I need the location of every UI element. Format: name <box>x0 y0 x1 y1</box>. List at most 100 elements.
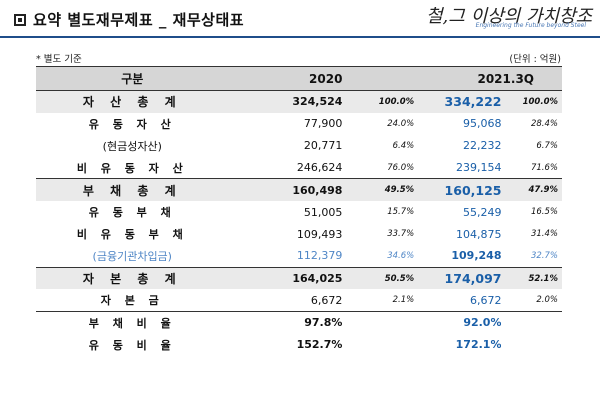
pct-2020-empty <box>342 334 415 356</box>
value-2021q3: 55,249 <box>462 205 502 219</box>
row-label: 비 유 동 자 산 <box>36 156 229 180</box>
gap <box>415 223 441 245</box>
pct-2020: 100.0% <box>342 90 416 113</box>
value-2021q3: 172.1% <box>455 338 502 352</box>
pct-2021q3: 32.7% <box>501 245 562 268</box>
row-label: 유 동 자 산 <box>88 117 176 131</box>
pct-2020: 15.7% <box>387 207 415 218</box>
header-gap <box>415 66 442 91</box>
pct-2020: 34.6% <box>342 245 416 268</box>
row-label: 자 본 금 <box>36 289 229 312</box>
page-header: 요약 별도재무제표 _ 재무상태표 철,그 이상의 가치창조 Engineeri… <box>0 0 600 34</box>
gap <box>415 156 442 180</box>
header-spacer <box>342 66 416 91</box>
gap <box>415 113 441 135</box>
value-2021q3: 92.0% <box>463 316 502 330</box>
basis-note: * 별도 기준 <box>36 54 82 65</box>
value-2020: 152.7% <box>296 338 343 352</box>
table-row: 유 동 자 산 77,900 24.0% 95,068 28.4% <box>36 113 562 135</box>
table-row: (금융기관차입금) 112,379 34.6% 109,248 32.7% <box>36 245 562 268</box>
row-label: 유 동 비 율 <box>88 338 176 352</box>
gap <box>415 245 442 268</box>
value-2021q3: 160,125 <box>441 178 502 201</box>
square-bullet-icon <box>14 13 26 26</box>
gap <box>415 90 442 113</box>
gap <box>415 201 441 223</box>
logo-subtitle: Engineering the Future beyond Steel <box>475 22 586 29</box>
gap <box>415 135 441 157</box>
pct-2021q3: 2.0% <box>501 289 562 312</box>
value-2020: 160,498 <box>228 178 343 201</box>
value-2021q3: 334,222 <box>441 90 502 113</box>
row-label: 부 채 총 계 <box>36 178 229 201</box>
pct-2020: 33.7% <box>387 229 415 240</box>
pct-2020: 76.0% <box>342 156 416 180</box>
pct-2020: 6.4% <box>392 140 415 151</box>
header-2021q3: 2021.3Q <box>441 66 562 91</box>
header-divider <box>0 36 600 38</box>
pct-2020: 49.5% <box>342 178 416 201</box>
pct-2020: 24.0% <box>387 118 415 129</box>
value-2021q3: 6,672 <box>441 289 502 312</box>
table-row: 비 유 동 자 산 246,624 76.0% 239,154 71.6% <box>36 156 562 180</box>
table-row: 부 채 비 율 97.8% 92.0% <box>36 311 562 333</box>
value-2020: 324,524 <box>228 90 343 113</box>
balance-sheet-table: 구분 2020 2021.3Q 자 산 총 계 324,524 100.0% 3… <box>36 66 562 356</box>
pct-2021q3-empty <box>501 311 562 333</box>
header-2020: 2020 <box>228 66 343 91</box>
pct-2021q3: 47.9% <box>501 178 562 201</box>
value-2020: 109,493 <box>296 227 343 241</box>
value-2021q3: 22,232 <box>462 139 502 153</box>
value-2020: 77,900 <box>303 117 343 131</box>
gap <box>415 334 441 356</box>
row-label: 유 동 부 채 <box>88 206 176 220</box>
value-2021q3: 239,154 <box>441 156 502 180</box>
pct-2020: 50.5% <box>342 267 416 290</box>
page-title: 요약 별도재무제표 _ 재무상태표 <box>33 11 245 29</box>
table-header-row: 구분 2020 2021.3Q <box>36 66 562 91</box>
unit-note: (단위 : 억원) <box>509 54 561 65</box>
pct-2020: 2.1% <box>342 289 416 312</box>
header-label: 구분 <box>36 66 229 91</box>
table-row: 유 동 비 율 152.7% 172.1% <box>36 334 562 356</box>
pct-2021q3: 100.0% <box>501 90 562 113</box>
row-label: 비 유 동 부 채 <box>76 228 188 242</box>
table-row: 자 본 총 계 164,025 50.5% 174,097 52.1% <box>36 267 562 290</box>
table-row: 비 유 동 부 채 109,493 33.7% 104,875 31.4% <box>36 223 562 245</box>
pct-2021q3: 31.4% <box>530 229 558 240</box>
pct-2021q3: 6.7% <box>536 140 558 151</box>
value-2021q3: 95,068 <box>462 117 502 131</box>
gap <box>415 267 442 290</box>
value-2021q3: 174,097 <box>441 267 502 290</box>
value-2020: 6,672 <box>228 289 343 312</box>
pct-2021q3-empty <box>501 334 562 356</box>
value-2020: 97.8% <box>304 316 343 330</box>
row-label: 부 채 비 율 <box>88 316 176 330</box>
value-2021q3: 104,875 <box>455 227 502 241</box>
value-2020: 246,624 <box>228 156 343 180</box>
row-label: (현금성자산) <box>102 139 162 153</box>
company-logo: 철,그 이상의 가치창조 Engineering the Future beyo… <box>426 2 592 36</box>
gap <box>415 178 442 201</box>
pct-2021q3: 71.6% <box>501 156 562 180</box>
table-row: 자 산 총 계 324,524 100.0% 334,222 100.0% <box>36 90 562 113</box>
pct-2021q3: 52.1% <box>501 267 562 290</box>
pct-2020-empty <box>342 311 415 333</box>
value-2020: 164,025 <box>228 267 343 290</box>
table-row: 부 채 총 계 160,498 49.5% 160,125 47.9% <box>36 178 562 201</box>
pct-2021q3: 28.4% <box>530 118 558 129</box>
row-label: (금융기관차입금) <box>36 245 229 268</box>
logo-text: 철,그 이상의 가치창조 <box>426 6 593 27</box>
row-label: 자 본 총 계 <box>36 267 229 290</box>
value-2020: 51,005 <box>303 205 343 219</box>
value-2020: 20,771 <box>303 139 343 153</box>
table-row: 유 동 부 채 51,005 15.7% 55,249 16.5% <box>36 201 562 223</box>
gap <box>415 289 442 312</box>
gap <box>415 311 441 333</box>
table-row: 자 본 금 6,672 2.1% 6,672 2.0% <box>36 289 562 312</box>
pct-2021q3: 16.5% <box>530 207 558 218</box>
value-2020: 112,379 <box>228 245 343 268</box>
title-wrap: 요약 별도재무제표 _ 재무상태표 <box>14 9 244 30</box>
table-row: (현금성자산) 20,771 6.4% 22,232 6.7% <box>36 135 562 157</box>
row-label: 자 산 총 계 <box>36 90 229 113</box>
